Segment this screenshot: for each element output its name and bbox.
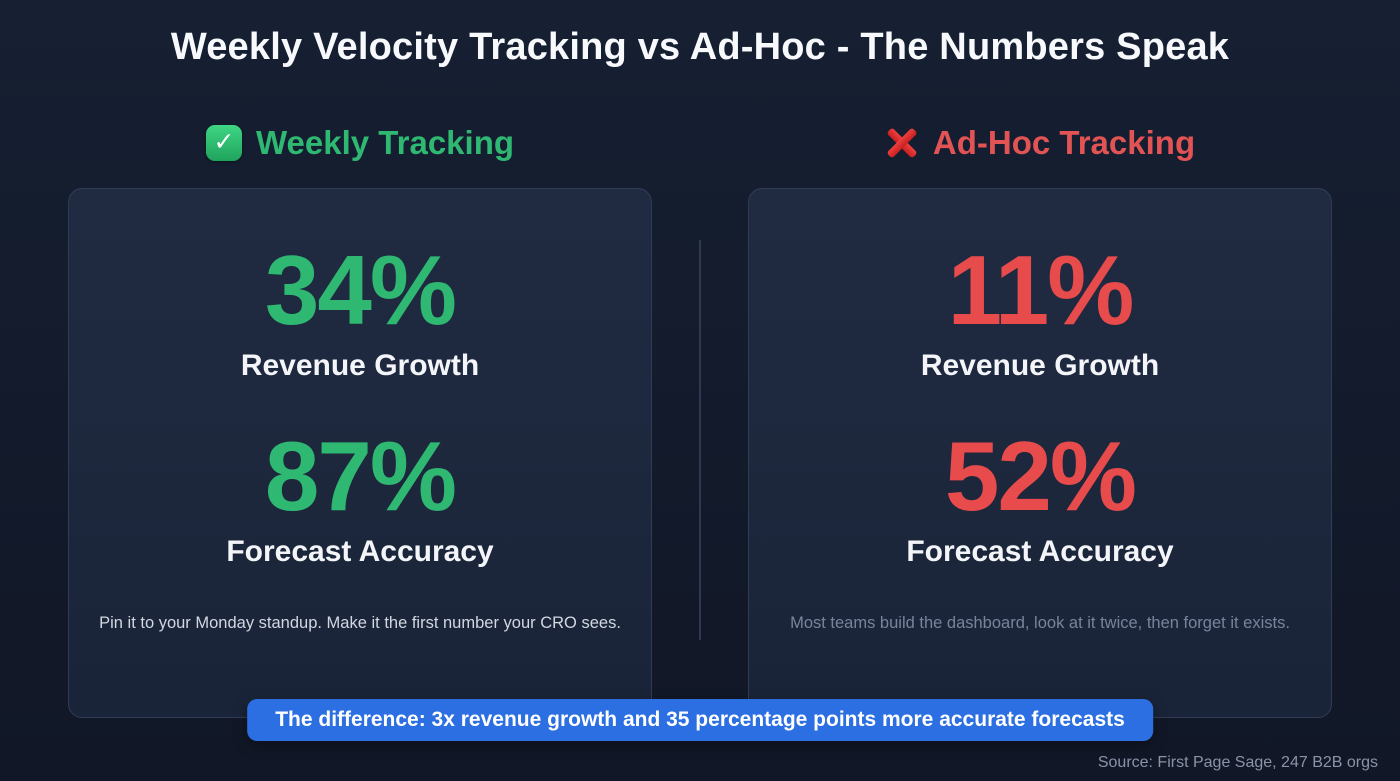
stat-value: 34% [264, 235, 457, 345]
column-divider [699, 240, 701, 640]
adhoc-column-header: Ad-Hoc Tracking [748, 118, 1332, 168]
weekly-revenue-growth-stat: 34% Revenue Growth [241, 241, 479, 383]
check-icon: ✓ [205, 125, 242, 161]
adhoc-forecast-accuracy-stat: 52% Forecast Accuracy [906, 427, 1173, 569]
stat-value: 52% [944, 421, 1137, 531]
stat-label: Revenue Growth [240, 349, 480, 382]
weekly-note: Pin it to your Monday standup. Make it t… [99, 614, 621, 632]
weekly-header-label: Weekly Tracking [255, 124, 515, 161]
adhoc-note: Most teams build the dashboard, look at … [790, 614, 1290, 632]
stat-label: Forecast Accuracy [226, 535, 494, 568]
page-title: Weekly Velocity Tracking vs Ad-Hoc - The… [170, 26, 1230, 68]
weekly-forecast-accuracy-stat: 87% Forecast Accuracy [226, 427, 493, 569]
stat-label: Revenue Growth [920, 349, 1160, 382]
adhoc-card: 11% Revenue Growth 52% Forecast Accuracy… [748, 188, 1332, 718]
weekly-card: 34% Revenue Growth 87% Forecast Accuracy… [68, 188, 652, 718]
adhoc-header-label: Ad-Hoc Tracking [932, 124, 1196, 161]
check-glyph: ✓ [213, 127, 235, 156]
source-attribution: Source: First Page Sage, 247 B2B orgs [1097, 754, 1378, 771]
weekly-column-header: ✓ Weekly Tracking [68, 118, 652, 168]
stat-value: 87% [264, 421, 457, 531]
stat-label: Forecast Accuracy [906, 535, 1174, 568]
x-icon [885, 126, 919, 160]
stat-value: 11% [947, 235, 1135, 345]
adhoc-revenue-growth-stat: 11% Revenue Growth [921, 241, 1159, 383]
difference-banner: The difference: 3x revenue growth and 35… [247, 699, 1153, 741]
